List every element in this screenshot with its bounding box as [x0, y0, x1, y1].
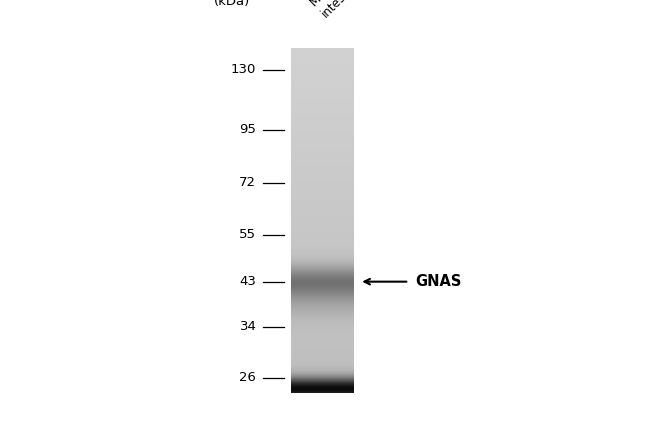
Text: 130: 130	[231, 63, 256, 76]
Text: 26: 26	[239, 371, 256, 384]
Text: 95: 95	[239, 123, 256, 136]
Text: 72: 72	[239, 176, 256, 189]
Text: 55: 55	[239, 228, 256, 241]
Text: GNAS: GNAS	[415, 274, 462, 289]
Text: 34: 34	[239, 320, 256, 333]
Text: Mouse small
intestine: Mouse small intestine	[307, 0, 380, 21]
Text: 43: 43	[239, 275, 256, 288]
Text: MW
(kDa): MW (kDa)	[214, 0, 250, 8]
